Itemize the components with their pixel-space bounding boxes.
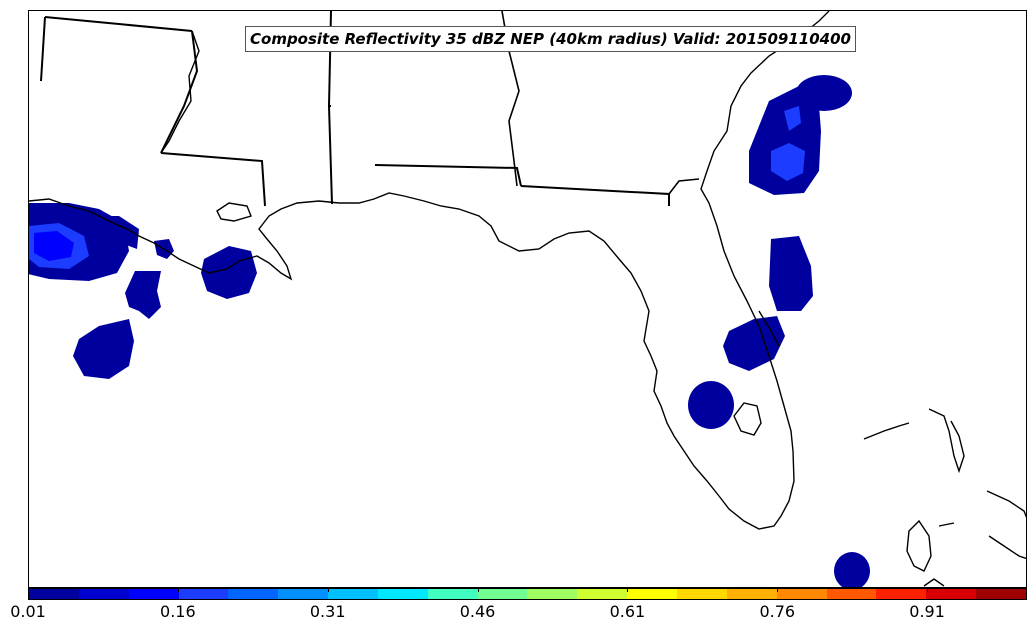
colorbar-tick-label: 0.91 — [909, 602, 945, 621]
colorbar-tick-label: 0.61 — [609, 602, 646, 621]
colorbar-tick-label: 0.31 — [309, 602, 346, 621]
colorbar-swatch — [427, 589, 478, 599]
pontchartrain-lake — [216, 202, 252, 222]
map-panel: Composite Reflectivity 35 dBZ NEP (40km … — [28, 10, 1027, 588]
prob-blob-gulf-tail — [125, 271, 161, 319]
cuba-coast — [923, 578, 945, 587]
prob-blob-east-coast-lower — [723, 316, 785, 371]
prob-blob-louisiana-center — [34, 231, 74, 261]
bahamas-andros — [906, 519, 932, 572]
colorbar-swatch — [876, 589, 927, 599]
map-canvas — [29, 11, 1026, 587]
probability-fields — [29, 75, 870, 587]
okeechobee-lake — [733, 402, 762, 436]
prob-blob-keys-south — [834, 552, 870, 587]
colorbar-swatch — [527, 589, 578, 599]
colorbar-tick-mark — [627, 588, 629, 592]
colorbar-swatch — [178, 589, 229, 599]
bahamas-north — [863, 408, 1026, 518]
colorbar-swatch — [627, 589, 677, 599]
colorbar-swatch — [328, 589, 378, 599]
colorbar-tick-mark — [327, 588, 329, 592]
colorbar-tick-mark — [177, 588, 179, 592]
prob-blob-atlantic-inner — [771, 143, 805, 181]
colorbar-swatch — [826, 589, 877, 599]
prob-blob-gulf-south — [73, 319, 134, 379]
colorbar-swatch — [29, 589, 79, 599]
colorbar-tick-mark — [28, 588, 29, 592]
prob-blob-east-coast-upper — [769, 236, 813, 311]
colorbar-swatch — [726, 589, 777, 599]
map-title: Composite Reflectivity 35 dBZ NEP (40km … — [245, 26, 856, 52]
colorbar-tick-label: 0.01 — [10, 602, 46, 621]
colorbar-swatch — [377, 589, 428, 599]
prob-blob-atlantic-inner2 — [784, 106, 801, 131]
colorbar-tick-label: 0.76 — [759, 602, 796, 621]
colorbar-tick-mark — [477, 588, 479, 592]
colorbar-tick-mark — [777, 588, 779, 592]
colorbar-tick-label: 0.16 — [160, 602, 196, 621]
prob-blob-west-central — [688, 381, 734, 429]
colorbar-tick-label: 0.46 — [459, 602, 496, 621]
geographic-lines — [29, 11, 1026, 587]
colorbar-tick-mark — [927, 588, 929, 592]
colorbar-swatch — [776, 589, 827, 599]
colorbar-swatch — [976, 589, 1026, 599]
colorbar-swatch — [926, 589, 977, 599]
bahamas-exuma — [938, 522, 1026, 560]
colorbar-swatch — [278, 589, 329, 599]
colorbar-swatch — [477, 589, 528, 599]
barrier-islands — [758, 310, 780, 347]
gulf-coastline — [29, 11, 830, 530]
colorbar-swatch — [78, 589, 129, 599]
colorbar-swatch — [577, 589, 628, 599]
colorbar-swatch — [676, 589, 727, 599]
mississippi-river — [160, 30, 200, 154]
colorbar-swatch — [128, 589, 179, 599]
colorbar — [28, 588, 1027, 600]
colorbar-swatch — [228, 589, 279, 599]
